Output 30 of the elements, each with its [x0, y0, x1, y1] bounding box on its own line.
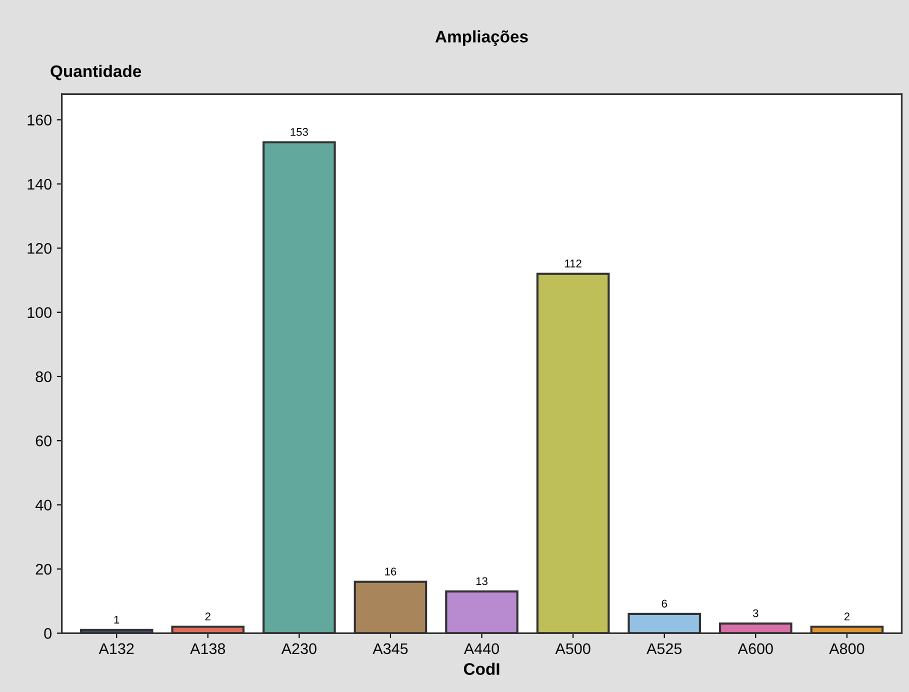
data-label: 13 — [476, 577, 488, 586]
data-label: 16 — [385, 568, 396, 576]
x-axis-title: CodI — [464, 662, 500, 675]
x-tick-label: A138 — [190, 643, 226, 654]
y-tick-label: 140 — [28, 178, 52, 190]
x-tick-label: A525 — [646, 643, 682, 654]
data-label: 3 — [752, 609, 758, 618]
y-tick-label: 0 — [44, 628, 52, 639]
data-label: 1 — [114, 616, 120, 624]
x-tick-label: A345 — [372, 643, 408, 654]
x-tick-label: A600 — [738, 643, 773, 654]
data-label: 153 — [290, 128, 308, 136]
y-tick-label: 40 — [35, 500, 52, 511]
y-tick-label: 100 — [28, 307, 52, 318]
y-tick-label: 160 — [28, 114, 52, 126]
y-tick-label: 120 — [28, 243, 52, 254]
x-tick-label: A500 — [555, 643, 590, 654]
data-label: 2 — [205, 612, 210, 620]
x-tick-label: A132 — [98, 643, 134, 654]
y-tick-label: 60 — [36, 436, 52, 446]
y-axis-title: Quantidade — [50, 64, 142, 80]
y-tick-label: 80 — [36, 371, 52, 382]
data-label: 112 — [565, 260, 582, 268]
x-tick-label: A800 — [829, 643, 864, 654]
data-label: 2 — [844, 612, 850, 620]
x-tick-label: A440 — [464, 643, 500, 654]
data-label: 6 — [662, 600, 667, 608]
y-tick-label: 20 — [36, 564, 52, 575]
x-tick-label: A230 — [281, 643, 316, 654]
chart-title: Ampliações — [435, 30, 528, 46]
